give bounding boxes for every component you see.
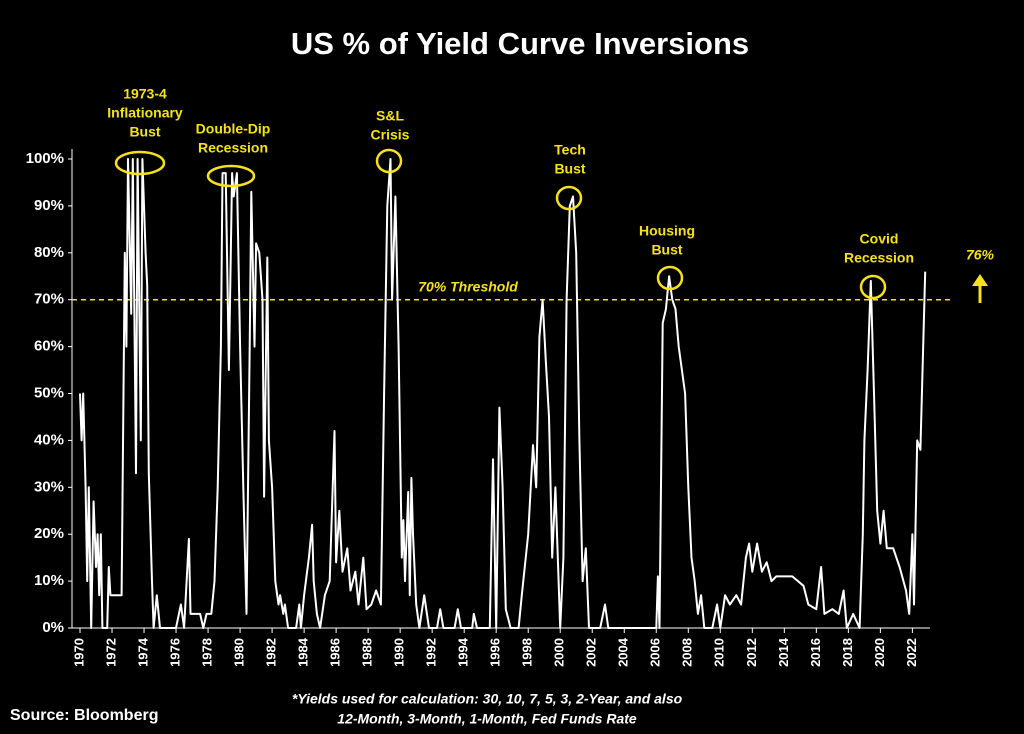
- x-tick-label: 2022: [904, 638, 919, 667]
- arrow-head: [972, 274, 988, 286]
- x-tick-label: 1978: [200, 638, 215, 667]
- y-tick-label: 0%: [42, 619, 64, 636]
- annotation: Covid: [860, 231, 899, 247]
- x-tick-label: 1996: [488, 638, 503, 667]
- y-tick-label: 10%: [34, 572, 64, 589]
- x-tick-label: 1982: [264, 638, 279, 667]
- x-tick-label: 1988: [360, 638, 375, 667]
- annotation: Bust: [651, 242, 682, 258]
- y-tick-label: 70%: [34, 291, 64, 308]
- x-tick-label: 2002: [584, 638, 599, 667]
- y-tick-label: 80%: [34, 244, 64, 261]
- annotation: Recession: [198, 140, 268, 156]
- x-tick-label: 2010: [712, 638, 727, 667]
- x-tick-label: 1990: [392, 638, 407, 667]
- x-tick-label: 1970: [71, 638, 86, 667]
- chart-title: US % of Yield Curve Inversions: [291, 26, 749, 61]
- x-tick-label: 1976: [167, 638, 182, 667]
- y-tick-label: 60%: [34, 338, 64, 355]
- annotation: Inflationary: [107, 105, 183, 121]
- footnote: *Yields used for calculation: 30, 10, 7,…: [292, 691, 683, 707]
- annotation: Bust: [554, 161, 585, 177]
- x-tick-label: 2018: [840, 638, 855, 667]
- x-tick-label: 2014: [776, 637, 791, 667]
- annotation: 1973-4: [123, 86, 167, 102]
- annotation: Double-Dip: [196, 121, 271, 137]
- x-tick-label: 1992: [424, 638, 439, 667]
- x-tick-label: 2020: [872, 638, 887, 667]
- x-tick-label: 2016: [808, 638, 823, 667]
- data-line: [79, 158, 927, 629]
- x-tick-label: 1984: [296, 637, 311, 667]
- annotation: Crisis: [371, 127, 410, 143]
- annotation: Housing: [639, 223, 695, 239]
- y-tick-label: 50%: [34, 384, 64, 401]
- x-tick-label: 2012: [744, 638, 759, 667]
- y-tick-label: 20%: [34, 525, 64, 542]
- annotation-circle: [375, 148, 403, 174]
- annotation-circle: [206, 164, 256, 188]
- annotation: S&L: [376, 108, 404, 124]
- x-tick-label: 2004: [616, 637, 631, 667]
- source: Source: Bloomberg: [10, 707, 158, 724]
- x-tick-label: 1974: [135, 637, 150, 667]
- x-tick-label: 1994: [456, 637, 471, 667]
- y-tick-label: 90%: [34, 197, 64, 214]
- annotation: Tech: [554, 142, 586, 158]
- end-label: 76%: [966, 247, 995, 263]
- annotation: Bust: [129, 124, 160, 140]
- annotation-circle: [114, 150, 166, 176]
- annotation-circle: [859, 274, 887, 300]
- x-tick-label: 1986: [328, 638, 343, 667]
- x-tick-label: 2008: [680, 638, 695, 667]
- y-tick-label: 30%: [34, 478, 64, 495]
- x-tick-label: 2006: [648, 638, 663, 667]
- y-tick-label: 100%: [26, 150, 64, 167]
- x-tick-label: 1998: [520, 638, 535, 667]
- annotation-circle: [656, 265, 684, 291]
- y-tick-label: 40%: [34, 431, 64, 448]
- x-tick-label: 1980: [232, 638, 247, 667]
- x-tick-label: 2000: [552, 638, 567, 667]
- annotation-circle: [555, 185, 583, 211]
- annotation: Recession: [844, 250, 914, 266]
- footnote: 12-Month, 3-Month, 1-Month, Fed Funds Ra…: [337, 711, 637, 727]
- threshold-label: 70% Threshold: [418, 278, 518, 294]
- x-tick-label: 1972: [103, 638, 118, 667]
